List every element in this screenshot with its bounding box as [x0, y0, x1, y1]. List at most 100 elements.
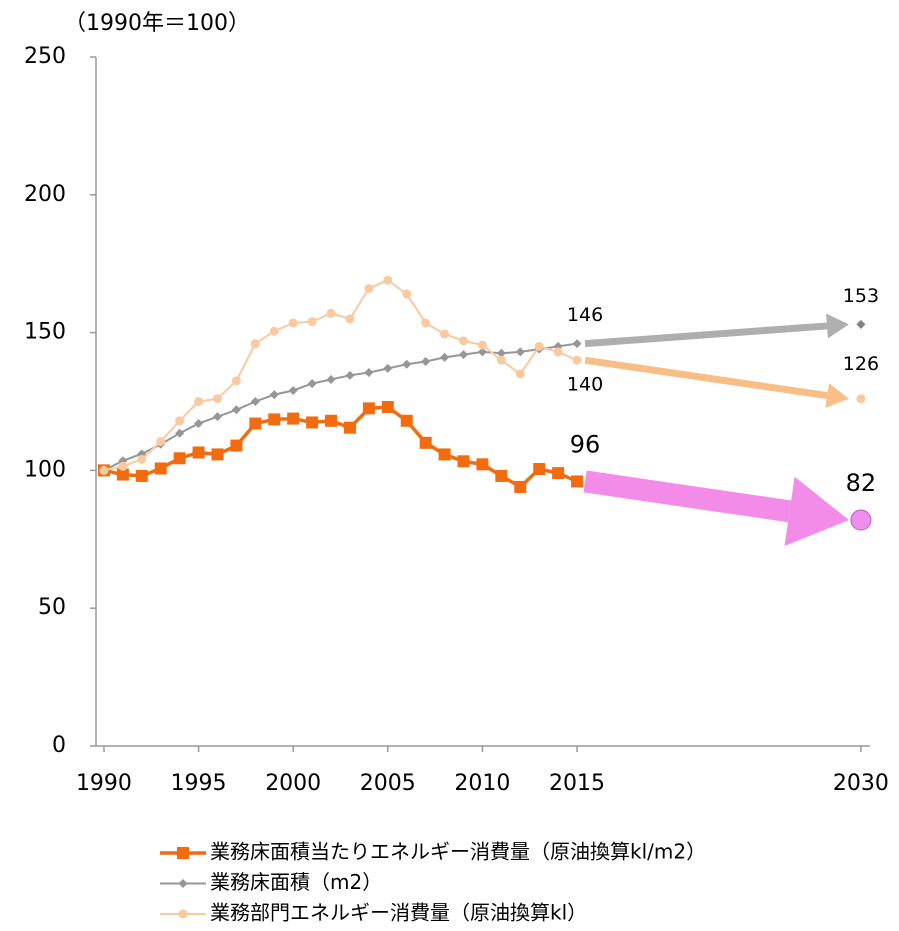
marker — [288, 318, 298, 328]
marker — [154, 462, 167, 475]
marker — [383, 363, 393, 373]
marker — [383, 275, 393, 285]
x-tick-label: 2005 — [360, 771, 416, 796]
marker — [572, 339, 582, 349]
marker — [178, 879, 188, 888]
legend-label: 業務部門エネルギー消費量（原油換算kl） — [210, 901, 587, 925]
y-tick-label: 200 — [24, 182, 66, 207]
marker — [381, 401, 394, 414]
marker — [421, 357, 431, 367]
marker — [345, 370, 355, 380]
marker — [534, 341, 544, 351]
marker — [402, 359, 412, 369]
marker — [459, 336, 469, 346]
marker — [572, 355, 582, 365]
marker — [326, 308, 336, 318]
marker — [269, 326, 279, 336]
marker — [325, 414, 338, 427]
marker — [231, 405, 241, 415]
marker — [326, 374, 336, 384]
marker — [496, 355, 506, 365]
marker — [477, 347, 487, 357]
x-tick-label: 2000 — [265, 771, 321, 796]
marker — [177, 847, 189, 859]
marker — [533, 463, 546, 476]
marker — [135, 469, 148, 482]
marker — [856, 394, 866, 404]
marker — [552, 467, 565, 480]
marker — [421, 318, 431, 328]
marker — [400, 414, 413, 427]
marker — [515, 369, 525, 379]
data-label: 140 — [567, 374, 603, 396]
marker — [496, 348, 506, 358]
marker — [364, 368, 374, 378]
marker — [438, 448, 451, 461]
x-tick-label: 2010 — [454, 771, 510, 796]
marker — [856, 319, 866, 329]
marker — [402, 289, 412, 299]
marker — [194, 419, 204, 429]
arrow-head — [826, 313, 849, 339]
marker — [850, 509, 872, 531]
marker — [249, 417, 262, 430]
series-line — [103, 279, 578, 472]
marker — [307, 317, 317, 327]
x-tick-label: 2030 — [833, 771, 889, 796]
y-tick-label: 50 — [38, 595, 66, 620]
legend-label: 業務床面積当たりエネルギー消費量（原油換算kl/m2） — [210, 840, 706, 864]
projection-arrow — [584, 322, 828, 348]
marker — [230, 439, 243, 452]
marker — [571, 475, 584, 488]
y-axis-label: （1990年＝100） — [64, 11, 250, 36]
arrow-head — [825, 383, 849, 408]
marker — [440, 352, 450, 362]
marker — [495, 469, 508, 482]
marker — [99, 465, 109, 475]
x-tick-label: 1990 — [76, 771, 132, 796]
marker — [231, 376, 241, 386]
x-tick-label: 2015 — [549, 771, 605, 796]
marker — [156, 436, 166, 446]
marker — [287, 412, 300, 425]
marker — [459, 350, 469, 360]
marker — [306, 416, 319, 429]
data-label: 82 — [846, 469, 877, 497]
marker — [307, 379, 317, 389]
marker — [477, 340, 487, 350]
marker — [268, 413, 281, 426]
marker — [175, 428, 185, 438]
marker — [288, 385, 298, 395]
marker — [515, 347, 525, 357]
marker — [192, 446, 205, 459]
marker — [343, 421, 356, 434]
data-label: 146 — [567, 304, 603, 326]
projection-arrow — [583, 470, 792, 523]
y-tick-label: 150 — [24, 320, 66, 345]
marker — [178, 909, 188, 919]
y-tick-label: 250 — [24, 44, 66, 69]
marker — [118, 461, 128, 471]
marker — [211, 448, 224, 461]
marker — [250, 339, 260, 349]
marker — [194, 397, 204, 406]
marker — [212, 412, 222, 422]
marker — [175, 416, 185, 426]
marker — [440, 329, 450, 339]
marker — [269, 390, 279, 400]
y-tick-label: 100 — [24, 457, 66, 482]
data-label: 126 — [843, 353, 879, 375]
marker — [173, 452, 186, 465]
marker — [212, 394, 222, 404]
marker — [345, 314, 355, 324]
y-tick-label: 0 — [52, 733, 66, 758]
marker — [362, 402, 375, 415]
marker — [476, 458, 489, 471]
marker — [419, 436, 432, 449]
marker — [457, 455, 470, 468]
projection-arrow — [584, 356, 828, 400]
data-label: 96 — [570, 430, 601, 458]
marker — [364, 284, 374, 294]
marker — [250, 397, 260, 406]
